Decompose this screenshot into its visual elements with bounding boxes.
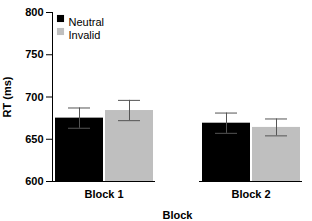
- svg-text:Neutral: Neutral: [69, 16, 104, 28]
- svg-text:Block 1: Block 1: [84, 188, 123, 200]
- svg-text:Block: Block: [163, 209, 194, 221]
- svg-text:800: 800: [25, 6, 43, 18]
- svg-text:RT (ms): RT (ms): [1, 76, 13, 117]
- svg-text:650: 650: [25, 133, 43, 145]
- svg-text:Invalid: Invalid: [69, 29, 101, 41]
- svg-text:Block 2: Block 2: [231, 188, 270, 200]
- svg-text:750: 750: [25, 48, 43, 60]
- svg-text:700: 700: [25, 91, 43, 103]
- svg-text:600: 600: [25, 175, 43, 187]
